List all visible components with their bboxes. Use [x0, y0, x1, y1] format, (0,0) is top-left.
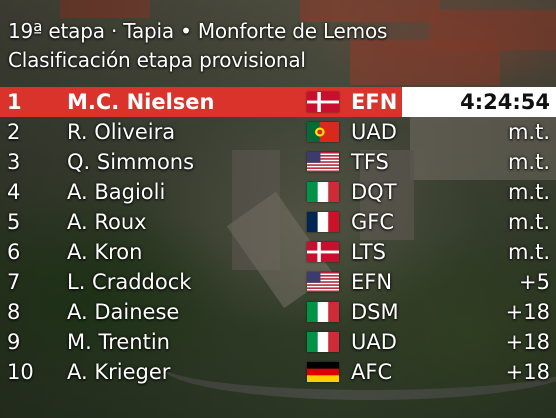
- usa-flag: [307, 272, 339, 292]
- rider-name: A. Bagioli: [67, 180, 166, 204]
- team-code: AFC: [351, 360, 393, 384]
- time-gap: +18: [505, 360, 550, 384]
- position: 2: [7, 120, 21, 144]
- rider-name: M.C. Nielsen: [67, 90, 215, 114]
- stage-title: 19ª etapa · Tapia • Monforte de Lemos: [8, 19, 388, 43]
- position: 9: [7, 330, 21, 354]
- italy-flag: [307, 332, 339, 352]
- time-gap: m.t.: [507, 180, 550, 204]
- result-row: 4 A. Bagioli DQT m.t.: [0, 177, 556, 207]
- time-gap: m.t.: [507, 210, 550, 234]
- team-code: UAD: [351, 330, 397, 354]
- team-code: EFN: [351, 270, 393, 294]
- rider-name: R. Oliveira: [67, 120, 176, 144]
- rider-name: M. Trentin: [67, 330, 170, 354]
- time-gap: m.t.: [507, 120, 550, 144]
- result-row: 8 A. Dainese DSM +18: [0, 297, 556, 327]
- italy-flag: [307, 302, 339, 322]
- result-row: 10 A. Krieger AFC +18: [0, 357, 556, 387]
- rider-name: Q. Simmons: [67, 150, 195, 174]
- result-row: 9 M. Trentin UAD +18: [0, 327, 556, 357]
- result-row: 5 A. Roux GFC m.t.: [0, 207, 556, 237]
- result-row: 2 R. Oliveira UAD m.t.: [0, 117, 556, 147]
- time-gap: m.t.: [507, 150, 550, 174]
- time-gap: +5: [519, 270, 550, 294]
- result-row: 6 A. Kron LTS m.t.: [0, 237, 556, 267]
- team-code: EFN: [351, 90, 398, 114]
- results-table: 1 M.C. Nielsen EFN 4:24:54 2 R. Oliveira…: [0, 87, 556, 387]
- team-code: DSM: [351, 300, 399, 324]
- position: 7: [7, 270, 21, 294]
- position: 5: [7, 210, 21, 234]
- result-row: 3 Q. Simmons TFS m.t.: [0, 147, 556, 177]
- team-code: GFC: [351, 210, 395, 234]
- italy-flag: [307, 182, 339, 202]
- time-gap: +18: [505, 330, 550, 354]
- result-row-leader: 1 M.C. Nielsen EFN 4:24:54: [0, 87, 556, 117]
- team-code: DQT: [351, 180, 397, 204]
- portugal-flag: [307, 122, 339, 142]
- usa-flag: [307, 152, 339, 172]
- position: 8: [7, 300, 21, 324]
- germany-flag: [307, 362, 339, 382]
- leader-time-box: [402, 87, 556, 117]
- result-row: 7 L. Craddock EFN +5: [0, 267, 556, 297]
- position: 3: [7, 150, 21, 174]
- rider-name: A. Kron: [67, 240, 143, 264]
- team-code: TFS: [351, 150, 389, 174]
- classification-subtitle: Clasificación etapa provisional: [8, 48, 306, 72]
- rider-name: A. Dainese: [67, 300, 180, 324]
- denmark-flag: [307, 92, 339, 112]
- position: 10: [7, 360, 34, 384]
- time-gap: +18: [505, 300, 550, 324]
- position: 4: [7, 180, 21, 204]
- rider-name: L. Craddock: [67, 270, 192, 294]
- rider-name: A. Roux: [67, 210, 147, 234]
- team-code: LTS: [351, 240, 386, 264]
- position: 6: [7, 240, 21, 264]
- rider-name: A. Krieger: [67, 360, 171, 384]
- team-code: UAD: [351, 120, 397, 144]
- position: 1: [7, 90, 22, 114]
- finish-time: 4:24:54: [460, 90, 550, 114]
- denmark-flag: [307, 242, 339, 262]
- france-flag: [307, 212, 339, 232]
- time-gap: m.t.: [507, 240, 550, 264]
